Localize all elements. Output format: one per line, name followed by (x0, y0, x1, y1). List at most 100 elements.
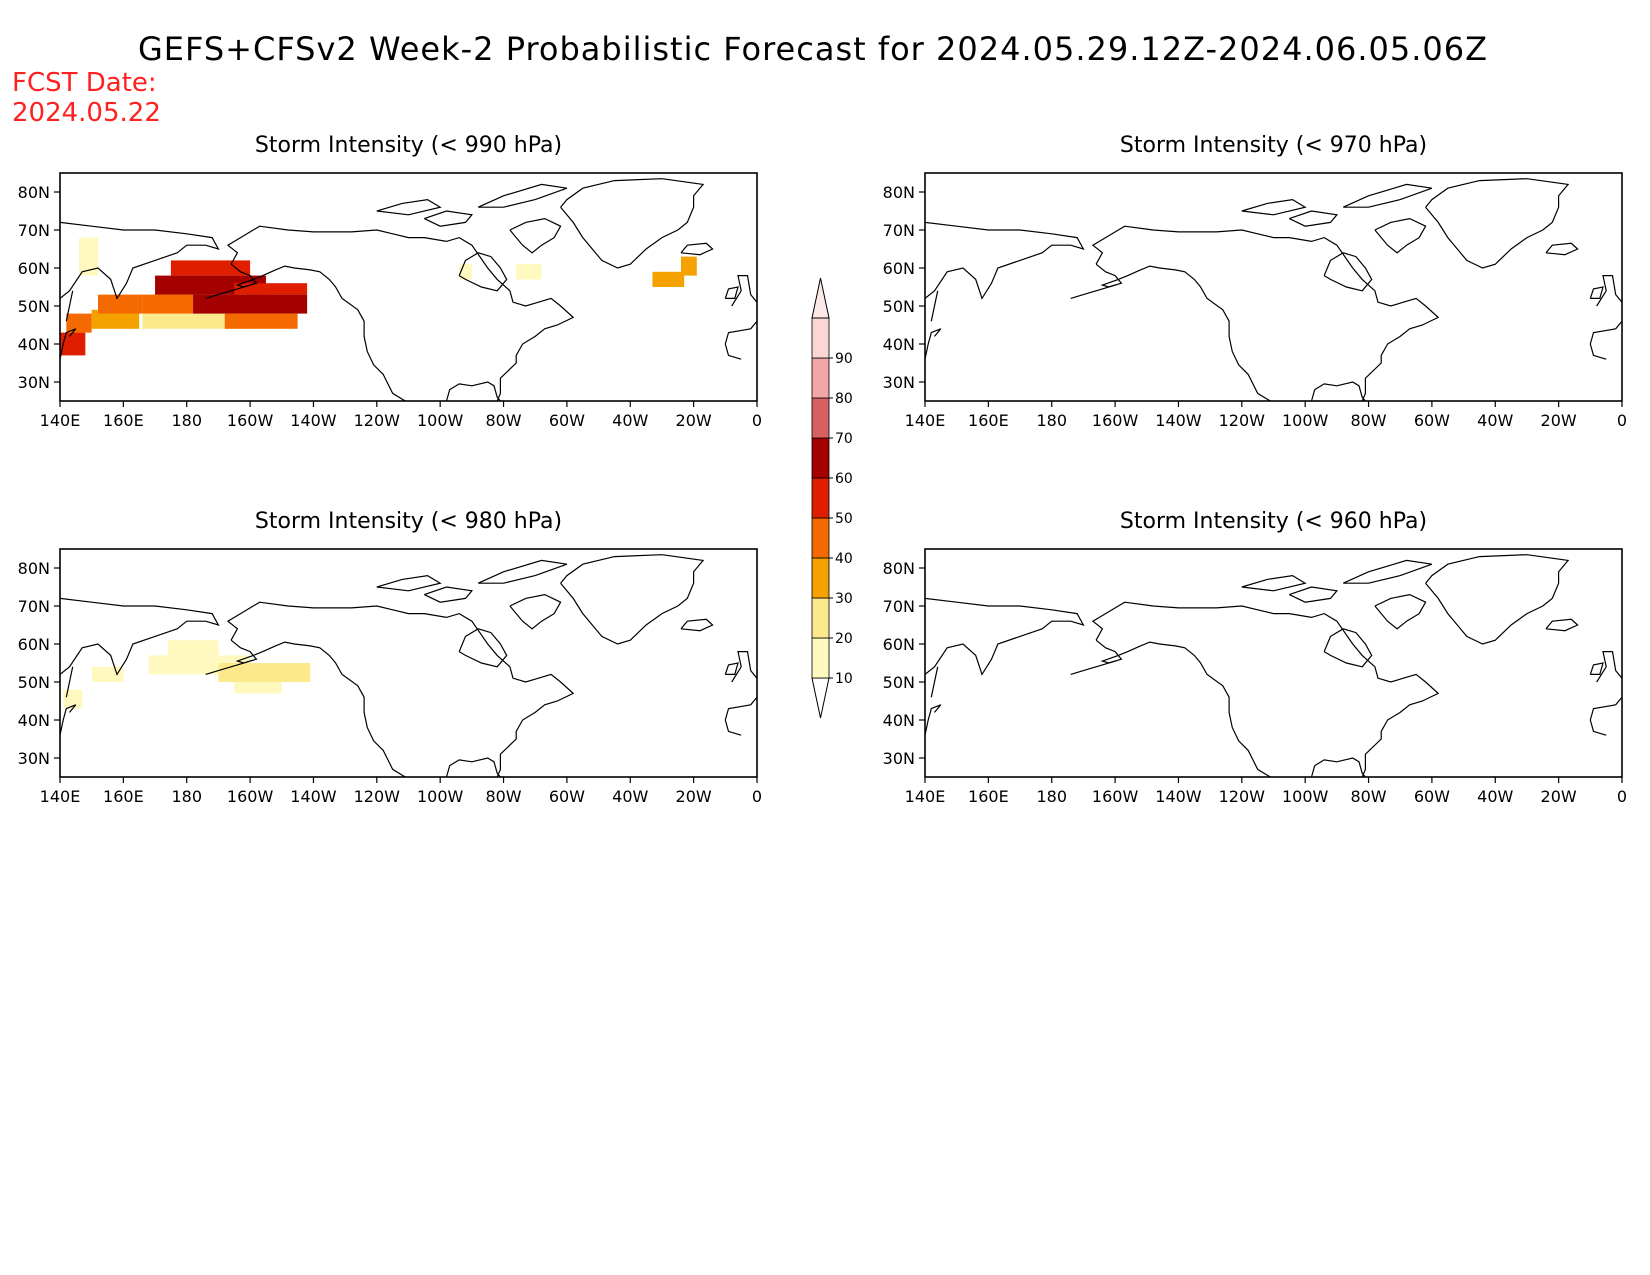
colorbar-label: 70 (835, 431, 853, 447)
lon-tick-label: 0 (1617, 411, 1627, 430)
coastline (1342, 183, 1433, 208)
coastline (477, 183, 568, 208)
lat-tick-label: 40N (883, 335, 915, 354)
coastline (445, 757, 501, 777)
coastline (1070, 284, 1116, 299)
coastline (925, 328, 942, 360)
probability-cell (63, 689, 83, 709)
coastline (205, 660, 251, 675)
lon-tick-label: 140W (1155, 411, 1202, 430)
colorbar-label: 90 (835, 351, 853, 367)
lon-tick-label: 20W (676, 411, 712, 430)
coastline (925, 704, 942, 736)
coastline (680, 618, 714, 632)
probability-cell (66, 313, 92, 333)
coastline (1095, 263, 1271, 401)
colorbar-label: 30 (835, 591, 853, 607)
lat-tick-label: 80N (883, 183, 915, 202)
lon-tick-label: 140W (290, 787, 337, 806)
probability-cell (218, 663, 311, 682)
map-panel-4: Storm Intensity (< 960 hPa) 30N 40N 50N 60N 7… (883, 509, 1627, 806)
lat-tick-label: 50N (18, 673, 50, 692)
lon-tick-label: 160W (1092, 411, 1139, 430)
coastline (60, 221, 220, 300)
coastline (1589, 662, 1604, 675)
coastline (65, 666, 74, 698)
probability-cell (142, 294, 194, 314)
colorbar-swatch (811, 437, 830, 479)
coastline (1425, 178, 1570, 269)
coastline (731, 651, 757, 683)
coastline (226, 601, 575, 777)
coastlines (925, 178, 1622, 401)
colorbar-swatch (811, 477, 830, 519)
lon-tick-label: 100W (417, 787, 464, 806)
lat-tick-label: 80N (18, 183, 50, 202)
coastline (1425, 554, 1570, 645)
probability-cell (98, 294, 143, 314)
lon-tick-label: 40W (612, 787, 648, 806)
lon-tick-label: 0 (752, 787, 762, 806)
forecast-date-value: 2024.05.22 (12, 98, 161, 128)
lon-tick-label: 180 (171, 411, 202, 430)
coastline (724, 320, 757, 360)
colorbar-label: 40 (835, 551, 853, 567)
lon-tick-label: 100W (417, 411, 464, 430)
lon-tick-label: 160E (103, 411, 144, 430)
map-panel-3: Storm Intensity (< 980 hPa) 30N 40N 50N 60N 7… (18, 509, 762, 806)
lat-tick-label: 60N (883, 259, 915, 278)
lat-tick-label: 40N (18, 711, 50, 730)
lon-tick-label: 160E (968, 787, 1009, 806)
forecast-date-label: FCST Date: 2024.05.22 (12, 68, 161, 128)
lat-tick-label: 80N (883, 559, 915, 578)
lat-tick-label: 30N (883, 749, 915, 768)
lon-tick-label: 160E (103, 787, 144, 806)
lon-tick-label: 80W (485, 787, 521, 806)
colorbar-swatch (811, 597, 830, 639)
lon-tick-label: 120W (354, 787, 401, 806)
lon-tick-label: 80W (1350, 787, 1386, 806)
colorbar-swatch (811, 517, 830, 559)
lat-tick-label: 50N (883, 297, 915, 316)
lat-tick-label: 70N (18, 221, 50, 240)
lat-tick-label: 40N (883, 711, 915, 730)
probability-shading (60, 237, 697, 356)
lon-tick-label: 140E (905, 787, 946, 806)
probability-cell (79, 237, 99, 276)
coastline (226, 225, 575, 401)
panel-title: Storm Intensity (< 970 hPa) (1120, 133, 1427, 158)
lat-tick-label: 60N (18, 635, 50, 654)
coastline (458, 252, 508, 292)
coastline (60, 704, 77, 736)
coastline (930, 290, 939, 322)
coastlines (925, 554, 1622, 777)
coastline (376, 198, 442, 216)
coastline (60, 328, 77, 360)
colorbar-swatch (811, 637, 830, 679)
coastline (424, 210, 474, 227)
lon-tick-label: 160W (227, 411, 274, 430)
main-title: GEFS+CFSv2 Week-2 Probabilistic Forecast… (138, 30, 1489, 68)
lon-tick-label: 40W (1477, 411, 1513, 430)
coastline (458, 628, 508, 668)
coastline (1545, 242, 1579, 256)
lon-tick-label: 180 (171, 787, 202, 806)
colorbar-label: 60 (835, 471, 853, 487)
panel-title: Storm Intensity (< 990 hPa) (255, 133, 562, 158)
coastline (65, 290, 74, 322)
panels-layer: Storm Intensity (< 990 hPa) 30N 40N 50N 60N 7… (18, 133, 1627, 806)
probability-cell (516, 264, 542, 280)
lon-tick-label: 140E (905, 411, 946, 430)
coastline (560, 554, 705, 645)
lat-tick-label: 70N (18, 597, 50, 616)
lat-tick-label: 80N (18, 559, 50, 578)
lon-tick-label: 100W (1282, 787, 1329, 806)
map-frame (59, 172, 758, 402)
lat-tick-label: 50N (883, 673, 915, 692)
lat-tick-label: 30N (18, 373, 50, 392)
probability-cell (91, 666, 124, 682)
lon-tick-label: 20W (1541, 787, 1577, 806)
coastline (230, 639, 406, 777)
lon-tick-label: 40W (612, 411, 648, 430)
coastline (731, 275, 757, 307)
